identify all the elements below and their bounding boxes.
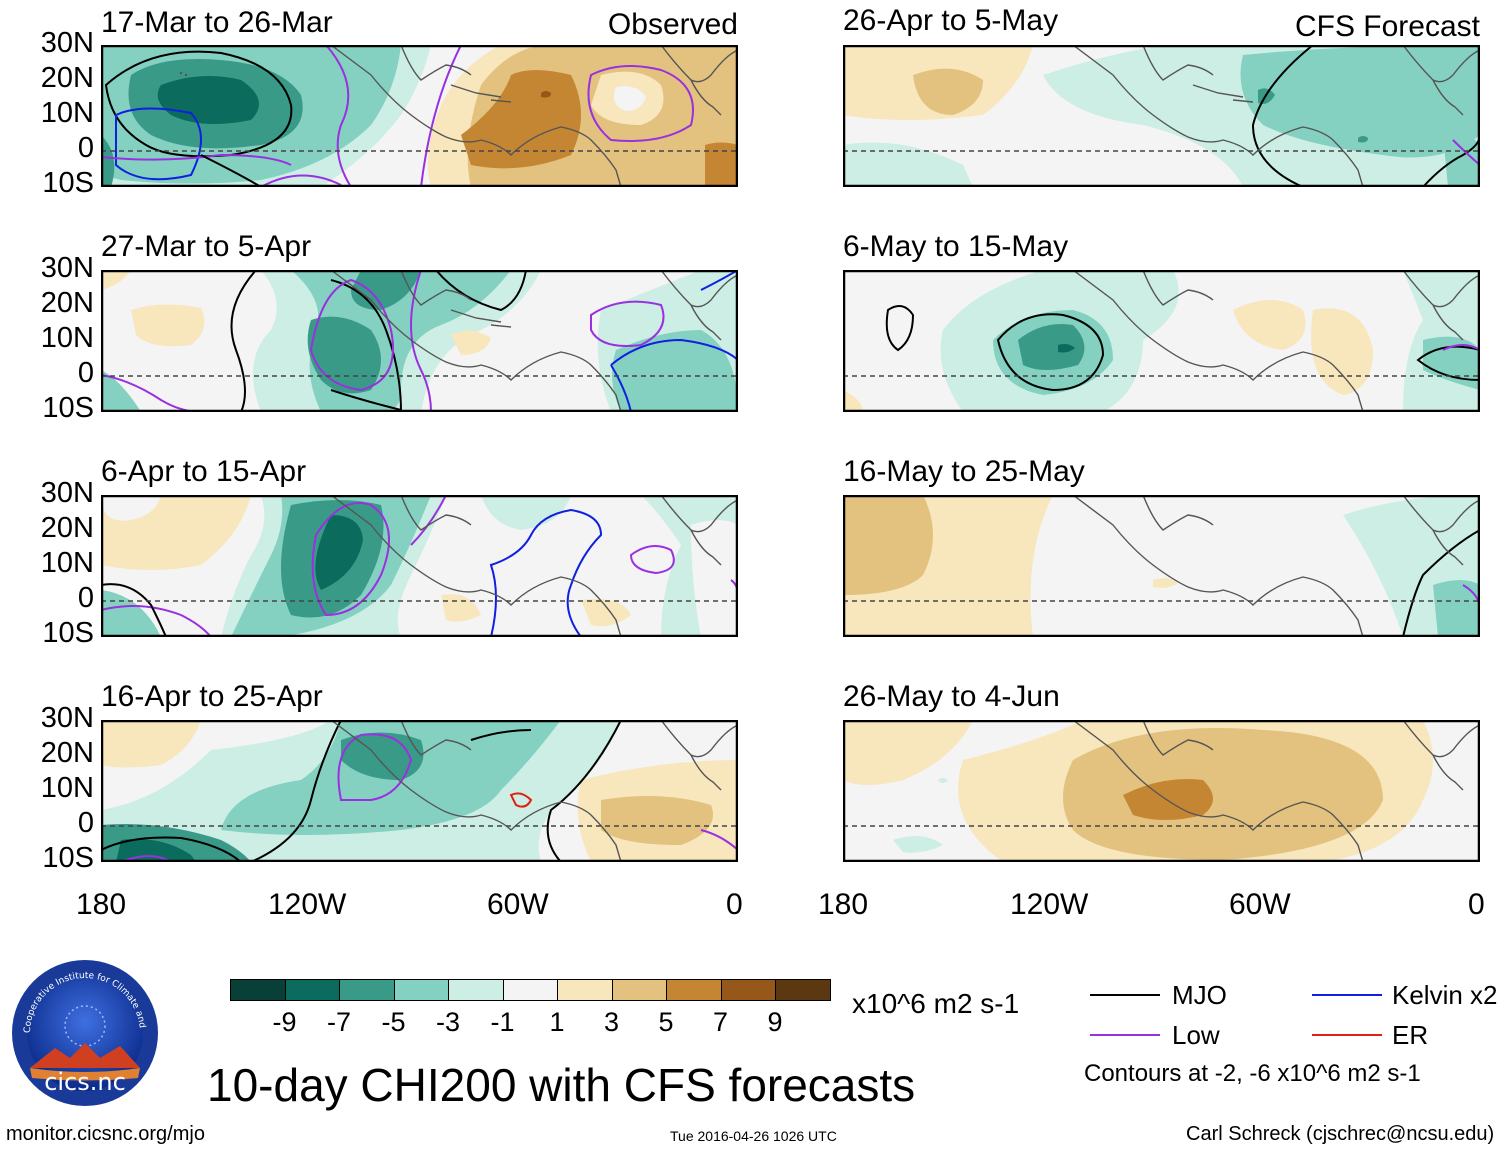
cics-logo: Cooperative Institute for Climate and Sa…: [7, 951, 160, 1108]
panel-title: 27-Mar to 5-Apr: [101, 230, 312, 263]
y-tick: 20N: [40, 287, 94, 319]
logo-text: cics.nc: [44, 1068, 126, 1096]
legend-low-line: [1090, 1034, 1160, 1036]
y-tick: 0: [77, 582, 94, 614]
x-tick: 120W: [1010, 888, 1089, 921]
y-tick: 0: [77, 807, 94, 839]
y-tick: 10N: [40, 547, 94, 579]
contour-note: Contours at -2, -6 x10^6 m2 s-1: [1084, 1060, 1421, 1087]
y-tick: 20N: [40, 737, 94, 769]
x-tick: 0: [726, 888, 743, 921]
colorbar-cell: [666, 979, 722, 1001]
map-panel-16may-25may: [843, 495, 1480, 637]
legend-low-label: Low: [1172, 1020, 1220, 1050]
panel-tag-forecast: CFS Forecast: [1294, 10, 1480, 43]
colorbar-tick-label: -7: [326, 1007, 351, 1037]
x-tick: 180: [76, 888, 127, 921]
panel-title: 16-May to 25-May: [843, 455, 1085, 488]
footer-date: Tue 2016-04-26 1026 UTC: [670, 1128, 837, 1144]
y-tick: 10S: [42, 842, 94, 874]
panel-title: 6-Apr to 15-Apr: [101, 455, 307, 488]
panel-title: 26-Apr to 5-May: [843, 4, 1059, 37]
y-tick: 30N: [40, 702, 94, 734]
y-tick: 20N: [40, 62, 94, 94]
y-tick: 30N: [40, 27, 94, 59]
map-panel-26apr-5may: [843, 45, 1480, 187]
colorbar-cell: [611, 979, 668, 1001]
colorbar-cell: [393, 979, 450, 1001]
legend-kelvin-line: [1312, 994, 1382, 996]
panel-tag-observed: Observed: [607, 8, 738, 41]
colorbar-tick-label: -1: [490, 1007, 515, 1037]
colorbar-tick-label: 9: [767, 1007, 783, 1037]
colorbar-tick-label: -5: [381, 1007, 406, 1037]
colorbar-tick-label: -9: [272, 1007, 297, 1037]
map-panel-6may-15may: [843, 270, 1480, 412]
figure-title: 10-day CHI200 with CFS forecasts: [207, 1059, 916, 1111]
colorbar-tick-label: 5: [658, 1007, 674, 1037]
legend-kelvin-label: Kelvin x2: [1392, 980, 1498, 1010]
y-tick: 10S: [42, 617, 94, 649]
colorbar-cell: [502, 979, 559, 1001]
panel-title: 26-May to 4-Jun: [843, 680, 1060, 713]
legend-mjo-label: MJO: [1172, 980, 1227, 1010]
colorbar-cell: [230, 979, 286, 1001]
colorbar-cell: [448, 979, 504, 1001]
y-tick: 10N: [40, 772, 94, 804]
y-tick: 10N: [40, 97, 94, 129]
x-tick: 0: [1468, 888, 1485, 921]
map-panel-26may-4jun: [843, 720, 1480, 862]
y-tick: 0: [77, 132, 94, 164]
y-tick: 10N: [40, 322, 94, 354]
map-panel-16apr-25apr: [101, 720, 738, 862]
colorbar-tick-label: 7: [712, 1007, 729, 1037]
colorbar-cell: [284, 979, 341, 1001]
x-tick: 60W: [1229, 888, 1291, 921]
legend-er-line: [1312, 1034, 1382, 1036]
colorbar-cell: [339, 979, 395, 1001]
y-tick: 20N: [40, 512, 94, 544]
y-tick: 30N: [40, 252, 94, 284]
legend-er-label: ER: [1392, 1020, 1429, 1050]
map-panel-27mar-5apr: [101, 270, 738, 412]
y-tick: 0: [77, 357, 94, 389]
x-tick: 180: [818, 888, 869, 921]
colorbar-cell: [557, 979, 613, 1001]
panel-title: 16-Apr to 25-Apr: [101, 680, 323, 713]
colorbar-tick-label: -3: [435, 1007, 460, 1037]
colorbar-tick-label: 3: [603, 1007, 620, 1037]
map-panel-17mar-26mar: [101, 45, 738, 187]
x-tick: 120W: [268, 888, 347, 921]
footer-url[interactable]: monitor.cicsnc.org/mjo: [6, 1123, 205, 1145]
y-tick: 10S: [42, 392, 94, 424]
panel-title: 6-May to 15-May: [843, 230, 1069, 263]
colorbar-cell: [775, 979, 831, 1001]
colorbar-tick-label: 1: [549, 1007, 565, 1037]
y-tick: 10S: [42, 167, 94, 199]
colorbar-cell: [720, 979, 777, 1001]
map-panel-6apr-15apr: [101, 495, 738, 637]
footer-credit: Carl Schreck (cjschrec@ncsu.edu): [1186, 1123, 1495, 1145]
panel-title: 17-Mar to 26-Mar: [101, 6, 333, 39]
x-tick: 60W: [487, 888, 549, 921]
y-tick: 30N: [40, 477, 94, 509]
legend-mjo-line: [1090, 994, 1160, 996]
colorbar-units: x10^6 m2 s-1: [852, 988, 1020, 1019]
